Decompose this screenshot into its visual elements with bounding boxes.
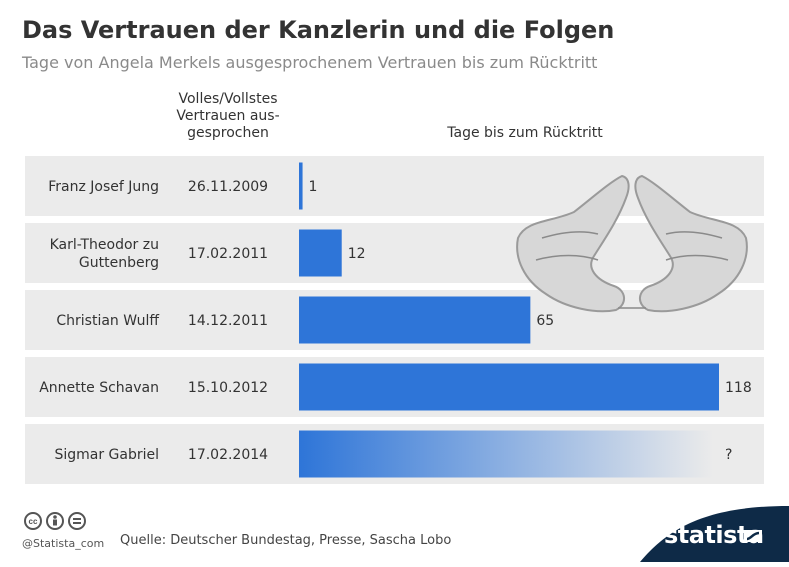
chart-title: Das Vertrauen der Kanzlerin und die Folg…: [22, 16, 615, 44]
value-label: 118: [725, 380, 752, 396]
days-column-header: Tage bis zum Rücktritt: [447, 125, 603, 141]
value-label: 65: [536, 313, 554, 329]
bar-open: [299, 430, 713, 478]
value-label: 12: [348, 246, 366, 262]
category-label: Franz Josef Jung: [48, 179, 159, 195]
date-header-line: Volles/Vollstes: [178, 91, 278, 107]
bar: [299, 296, 531, 344]
cc-icon: cc: [24, 512, 42, 530]
value-label: ?: [725, 447, 732, 463]
date-label: 17.02.2014: [188, 447, 268, 463]
date-label: 14.12.2011: [188, 313, 268, 329]
category-label: Christian Wulff: [56, 313, 159, 329]
brand-background: [600, 506, 789, 562]
by-icon: [46, 512, 64, 530]
date-header-line: Vertrauen aus-: [176, 108, 280, 124]
bar: [299, 363, 719, 411]
row-background: [25, 223, 764, 283]
bar: [299, 229, 342, 277]
date-column-header: Volles/Vollstes Vertrauen aus- gesproche…: [168, 91, 288, 142]
chart-subtitle: Tage von Angela Merkels ausgesprochenem …: [22, 53, 598, 72]
bar: [299, 162, 303, 210]
value-label: 1: [309, 179, 318, 195]
nd-icon: [68, 512, 86, 530]
statista-logo-icon: [744, 530, 762, 542]
source-note: Quelle: Deutscher Bundestag, Presse, Sas…: [120, 533, 452, 548]
category-label: Karl-Theodor zu: [50, 237, 159, 253]
date-label: 17.02.2011: [188, 246, 268, 262]
category-label: Annette Schavan: [39, 380, 159, 396]
date-header-line: gesprochen: [187, 125, 269, 141]
license-icons: cc: [24, 512, 86, 530]
category-label: Sigmar Gabriel: [54, 447, 159, 463]
date-label: 15.10.2012: [188, 380, 268, 396]
category-label: Guttenberg: [79, 255, 159, 271]
hands-illustration: [516, 175, 748, 313]
date-label: 26.11.2009: [188, 179, 268, 195]
statista-handle: @Statista_com: [22, 537, 105, 550]
